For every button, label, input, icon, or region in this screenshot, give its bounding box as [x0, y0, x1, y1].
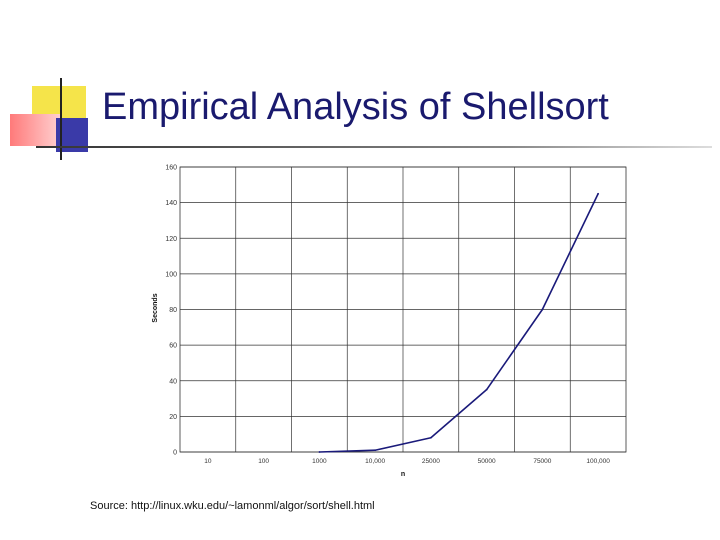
- data-point: [485, 388, 488, 391]
- y-tick-label: 20: [169, 414, 177, 421]
- y-tick-label: 0: [173, 450, 177, 457]
- slide-title: Empirical Analysis of Shellsort: [102, 86, 609, 128]
- y-tick-label: 160: [165, 165, 177, 172]
- x-axis-label: n: [401, 471, 405, 478]
- x-tick-label: 1000: [312, 458, 327, 465]
- x-tick-label: 25000: [422, 458, 440, 465]
- x-tick-label: 100: [258, 458, 269, 465]
- y-tick-label: 80: [169, 307, 177, 314]
- data-point: [541, 308, 544, 311]
- x-tick-label: 50000: [478, 458, 496, 465]
- source-citation: Source: http://linux.wku.edu/~lamonml/al…: [90, 500, 375, 512]
- y-axis-label: Seconds: [152, 293, 159, 322]
- data-point: [429, 436, 432, 439]
- y-tick-label: 60: [169, 343, 177, 350]
- x-tick-label: 75000: [533, 458, 551, 465]
- series-line: [319, 193, 599, 453]
- y-tick-label: 120: [165, 236, 177, 243]
- decor-red-gradient-bar: [10, 114, 60, 146]
- y-tick-label: 140: [165, 200, 177, 207]
- chart-series: [318, 192, 600, 453]
- x-tick-label: 10,000: [365, 458, 385, 465]
- x-tick-label: 10: [204, 458, 212, 465]
- y-tick-label: 100: [165, 271, 177, 278]
- data-point: [597, 192, 600, 195]
- y-tick-label: 40: [169, 378, 177, 385]
- line-chart: 0 20 40 60 80 100 120 140 160 10 100 1000 10,000 2500…: [152, 165, 627, 478]
- title-underline: [36, 146, 712, 148]
- x-tick-label: 100,000: [586, 458, 610, 465]
- decor-vertical-line: [60, 78, 62, 160]
- data-point: [374, 449, 377, 452]
- chart-tick-labels: 0 20 40 60 80 100 120 140 160 10 100 1000 10,000 2500…: [165, 165, 610, 466]
- data-point: [318, 451, 321, 453]
- chart-grid: [179, 166, 627, 453]
